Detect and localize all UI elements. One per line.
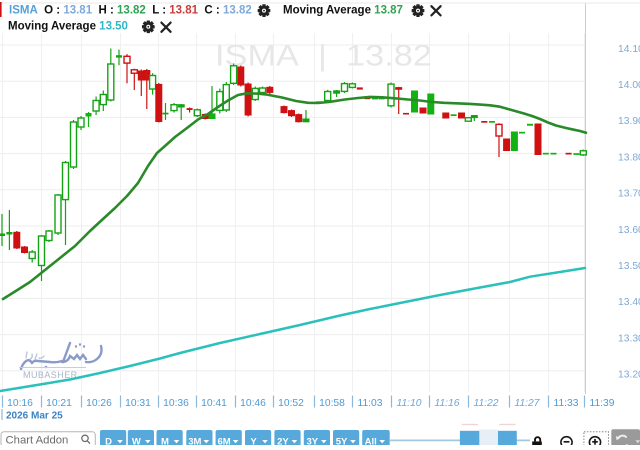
svg-text:10:36: 10:36: [163, 398, 189, 409]
svg-text:13.20: 13.20: [618, 370, 640, 381]
svg-text:2026 Mar 25: 2026 Mar 25: [6, 411, 63, 422]
svg-text:14.10: 14.10: [618, 44, 640, 55]
svg-text:D: D: [105, 437, 112, 445]
svg-text:ISMA O : 13.81 H : 13.82 L: ISMA O : 13.81 H : 13.82 L : 13.81 C : 1…: [9, 5, 252, 17]
svg-text:10:26: 10:26: [86, 398, 112, 409]
svg-text:13.80: 13.80: [618, 152, 640, 163]
svg-text:W: W: [132, 437, 141, 445]
svg-text:13.40: 13.40: [618, 297, 640, 308]
svg-text:ISMA | 13.82: ISMA | 13.82: [215, 40, 432, 73]
svg-text:2Y: 2Y: [277, 437, 289, 445]
svg-text:11:10: 11:10: [396, 398, 421, 409]
svg-text:11:16: 11:16: [434, 398, 459, 409]
svg-text:Moving Average 13.50: Moving Average 13.50: [8, 20, 128, 32]
svg-text:14.00: 14.00: [618, 80, 640, 91]
svg-text:Chart Addon: Chart Addon: [6, 435, 69, 445]
svg-text:10:52: 10:52: [278, 398, 304, 409]
svg-text:3M: 3M: [188, 437, 201, 445]
svg-text:11:27: 11:27: [514, 398, 540, 409]
svg-text:13.90: 13.90: [618, 116, 640, 127]
svg-text:10:31: 10:31: [125, 398, 151, 409]
svg-text:MUBASHER: MUBASHER: [23, 370, 78, 380]
svg-text:3Y: 3Y: [306, 437, 318, 445]
svg-text:11:33: 11:33: [553, 398, 578, 409]
svg-text:5Y: 5Y: [336, 437, 348, 445]
svg-text:M: M: [161, 437, 169, 445]
svg-text:Moving Average 13.87: Moving Average 13.87: [283, 5, 403, 17]
svg-text:10:21: 10:21: [46, 398, 72, 409]
svg-text:11:03: 11:03: [357, 398, 382, 409]
svg-text:13.30: 13.30: [618, 333, 640, 344]
svg-text:All: All: [365, 437, 377, 445]
svg-text:11:39: 11:39: [589, 398, 614, 409]
svg-text:10:41: 10:41: [201, 398, 227, 409]
svg-text:11:22: 11:22: [473, 398, 498, 409]
svg-text:10:58: 10:58: [319, 398, 345, 409]
svg-text:10:16: 10:16: [7, 398, 33, 409]
svg-text:Y: Y: [250, 437, 257, 445]
svg-text:6M: 6M: [217, 437, 230, 445]
svg-text:10:46: 10:46: [240, 398, 266, 409]
svg-text:13.60: 13.60: [618, 225, 640, 236]
svg-text:13.50: 13.50: [618, 261, 640, 272]
svg-text:13.70: 13.70: [618, 189, 640, 200]
